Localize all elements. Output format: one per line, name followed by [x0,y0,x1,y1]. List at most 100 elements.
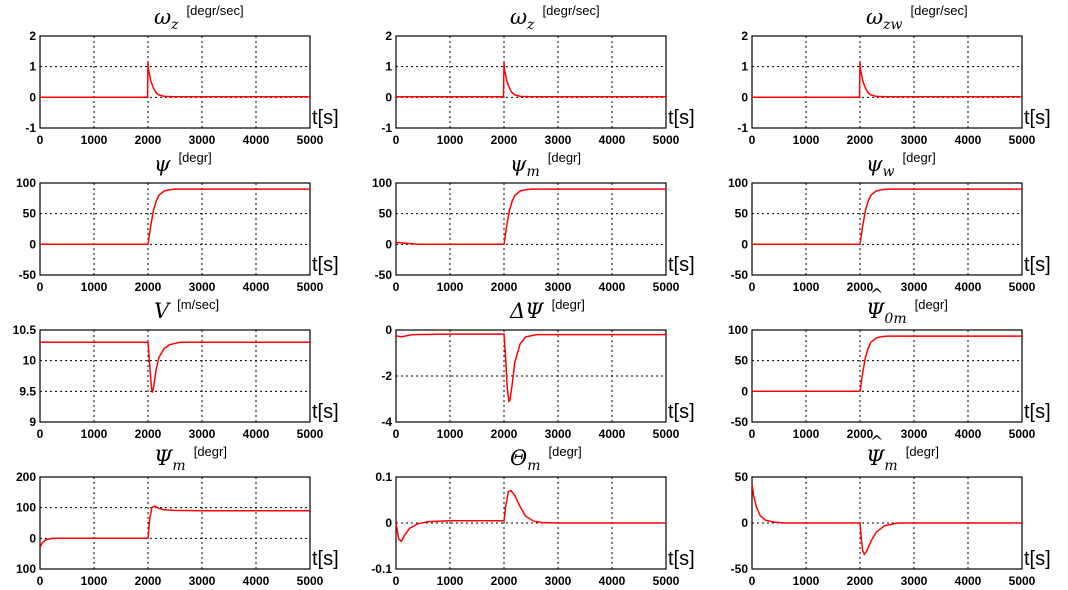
x-tick-label: 2000 [847,574,874,588]
chart-title-unit: [m/sec] [177,297,220,312]
series-line [40,341,310,393]
x-tick-label: 3000 [189,574,216,588]
chart-title: ΔΨ [degr] [510,297,585,329]
x-tick-label: 1000 [81,427,108,441]
x-tick-label: 0 [37,133,44,147]
series-line [395,188,666,246]
x-tick-label: 3000 [545,280,572,294]
series-line [395,489,666,543]
x-tick-label: 5000 [1009,427,1036,441]
x-tick-label: 4000 [599,133,626,147]
y-tick-label: 100 [16,176,36,190]
x-tick-label: 4000 [243,133,270,147]
chart-title-symbol: ωz [154,5,179,34]
x-axis-label: t[s] [668,401,695,423]
series-line [40,188,310,246]
chart-title-unit: [degr] [551,297,585,312]
x-tick-label: 1000 [81,574,108,588]
x-tick-label: 4000 [599,574,626,588]
y-tick-label: 50 [735,470,749,484]
y-tick-label: -1 [381,121,392,135]
chart-title: Θm [degr] [510,444,582,476]
y-tick-label: 10 [23,354,37,368]
y-tick-label: -50 [731,268,749,282]
chart-panel-10: Ψm[degr] 0 1000 2000 3000 4000 5000 100 0 100 200 t… [4,443,349,588]
chart-title-unit: [degr/sec] [910,3,968,18]
y-tick-label: 100 [16,562,36,576]
chart-panel-12: ^ Ψm[degr] 0 1000 2000 3000 4000 5000 -50 0 50 t[s] [716,432,1061,588]
x-tick-label: 4000 [955,427,982,441]
chart-title: Ψm [degr] [154,444,227,476]
y-tick-label: 50 [379,207,393,221]
y-tick-label: 1 [741,60,748,74]
y-tick-label: 0 [385,516,392,530]
x-tick-label: 5000 [653,574,680,588]
x-tick-label: 1000 [437,427,464,441]
y-tick-label: 200 [16,470,36,484]
y-tick-label: 100 [728,176,748,190]
chart-title: ^ Ψ0m [degr] [866,285,948,329]
x-tick-label: 1000 [81,133,108,147]
y-tick-label: 10.5 [13,323,37,337]
chart-title: V [m/sec] [154,297,220,329]
y-tick-label: 0 [741,237,748,251]
x-tick-label: 2000 [491,574,518,588]
x-tick-label: 0 [749,427,756,441]
chart-title-unit: [degr] [905,444,939,459]
x-tick-label: 5000 [1009,280,1036,294]
x-axis-label: t[s] [312,548,339,570]
y-tick-label: 9.5 [19,384,36,398]
x-tick-label: 5000 [653,280,680,294]
chart-panel-2: ωz[degr/sec] 0 1000 2000 3000 4000 5000 -1 0 1 2 t[… [360,2,705,147]
y-tick-label: 1 [29,60,36,74]
chart-title-unit: [degr] [914,297,948,312]
chart-panel-6: ψw[degr] 0 1000 2000 3000 4000 5000 -50 0 50 100 t[… [716,149,1061,294]
x-tick-label: 2000 [135,133,162,147]
x-tick-label: 1000 [437,280,464,294]
x-tick-label: 0 [37,280,44,294]
x-tick-label: 4000 [955,280,982,294]
x-tick-label: 2000 [847,427,874,441]
x-axis-label: t[s] [1024,254,1051,276]
series-line [39,505,310,548]
series-line [40,62,310,99]
x-tick-label: 4000 [243,427,270,441]
y-tick-label: 2 [29,29,36,43]
y-tick-label: -4 [381,415,392,429]
series-line [395,333,666,404]
chart-panel-3: ωzw[degr/sec] 0 1000 2000 3000 4000 5000 -1 0 1 2 t… [716,2,1061,147]
x-tick-label: 2000 [491,133,518,147]
x-tick-label: 3000 [545,574,572,588]
chart-title-symbol: ^ Ψ0m [866,285,907,328]
y-tick-label: 2 [741,29,748,43]
plot-frame [39,35,311,129]
x-tick-label: 4000 [243,280,270,294]
x-tick-label: 3000 [901,280,928,294]
x-tick-label: 5000 [297,133,324,147]
y-tick-label: 50 [735,354,749,368]
plot-frame [751,35,1023,129]
series-line [752,62,1022,99]
x-axis-label: t[s] [668,254,695,276]
x-tick-label: 5000 [653,133,680,147]
plot-frame [395,182,667,276]
x-tick-label: 0 [393,280,400,294]
x-tick-label: 1000 [793,574,820,588]
chart-title-unit: [degr] [178,150,212,165]
chart-title-symbol: V [154,299,170,323]
x-tick-label: 2000 [135,280,162,294]
x-tick-label: 0 [393,427,400,441]
y-tick-label: 0 [29,90,36,104]
y-tick-label: 0 [741,90,748,104]
chart-panel-4: ψ [degr] 0 1000 2000 3000 4000 5000 -50 0 50 100 t[s… [4,149,349,294]
series-line [751,484,1022,556]
x-tick-label: 5000 [1009,574,1036,588]
chart-svg: 0 1000 2000 3000 4000 5000 9 9.5 10 10.5 t[s] [13,323,339,441]
chart-svg: 0 1000 2000 3000 4000 5000-0.100.1t[s] [371,470,694,588]
x-tick-label: 3000 [901,574,928,588]
x-axis-label: t[s] [312,107,339,129]
